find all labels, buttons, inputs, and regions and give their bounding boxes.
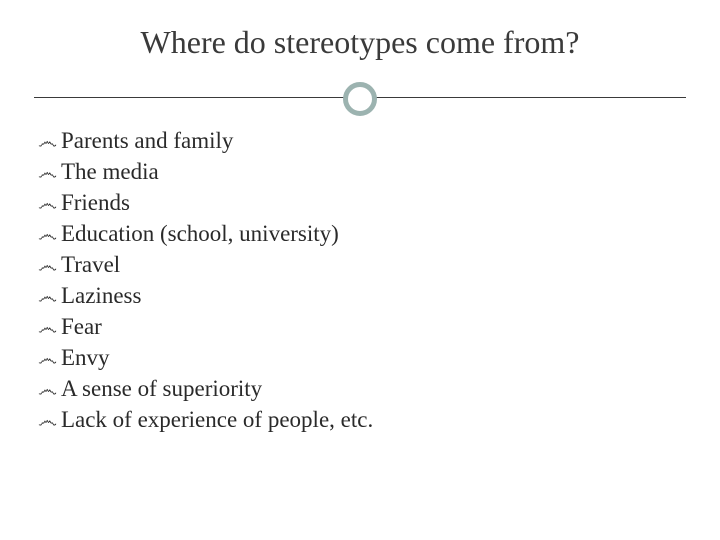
list-item-text: The media: [61, 156, 159, 187]
bullet-list: ෴Parents and family ෴The media ෴Friends …: [0, 125, 720, 435]
list-item: ෴Envy: [38, 342, 682, 373]
list-item: ෴Education (school, university): [38, 218, 682, 249]
bullet-icon: ෴: [38, 346, 57, 373]
divider: [0, 79, 720, 119]
list-item-text: A sense of superiority: [61, 373, 262, 404]
list-item-text: Lack of experience of people, etc.: [61, 404, 373, 435]
list-item: ෴Travel: [38, 249, 682, 280]
list-item-text: Travel: [61, 249, 120, 280]
bullet-icon: ෴: [38, 284, 57, 311]
bullet-icon: ෴: [38, 253, 57, 280]
list-item: ෴Friends: [38, 187, 682, 218]
list-item-text: Parents and family: [61, 125, 233, 156]
list-item: ෴Parents and family: [38, 125, 682, 156]
list-item: ෴Fear: [38, 311, 682, 342]
bullet-icon: ෴: [38, 315, 57, 342]
bullet-icon: ෴: [38, 160, 57, 187]
list-item-text: Friends: [61, 187, 130, 218]
list-item: ෴The media: [38, 156, 682, 187]
list-item: ෴Laziness: [38, 280, 682, 311]
bullet-icon: ෴: [38, 129, 57, 156]
list-item-text: Fear: [61, 311, 102, 342]
divider-circle-icon: [343, 82, 377, 116]
slide-title: Where do stereotypes come from?: [0, 0, 720, 79]
list-item-text: Laziness: [61, 280, 141, 311]
bullet-icon: ෴: [38, 191, 57, 218]
list-item-text: Education (school, university): [61, 218, 339, 249]
slide: Where do stereotypes come from? ෴Parents…: [0, 0, 720, 540]
list-item: ෴Lack of experience of people, etc.: [38, 404, 682, 435]
list-item-text: Envy: [61, 342, 110, 373]
bullet-icon: ෴: [38, 408, 57, 435]
bullet-icon: ෴: [38, 377, 57, 404]
bullet-icon: ෴: [38, 222, 57, 249]
list-item: ෴A sense of superiority: [38, 373, 682, 404]
